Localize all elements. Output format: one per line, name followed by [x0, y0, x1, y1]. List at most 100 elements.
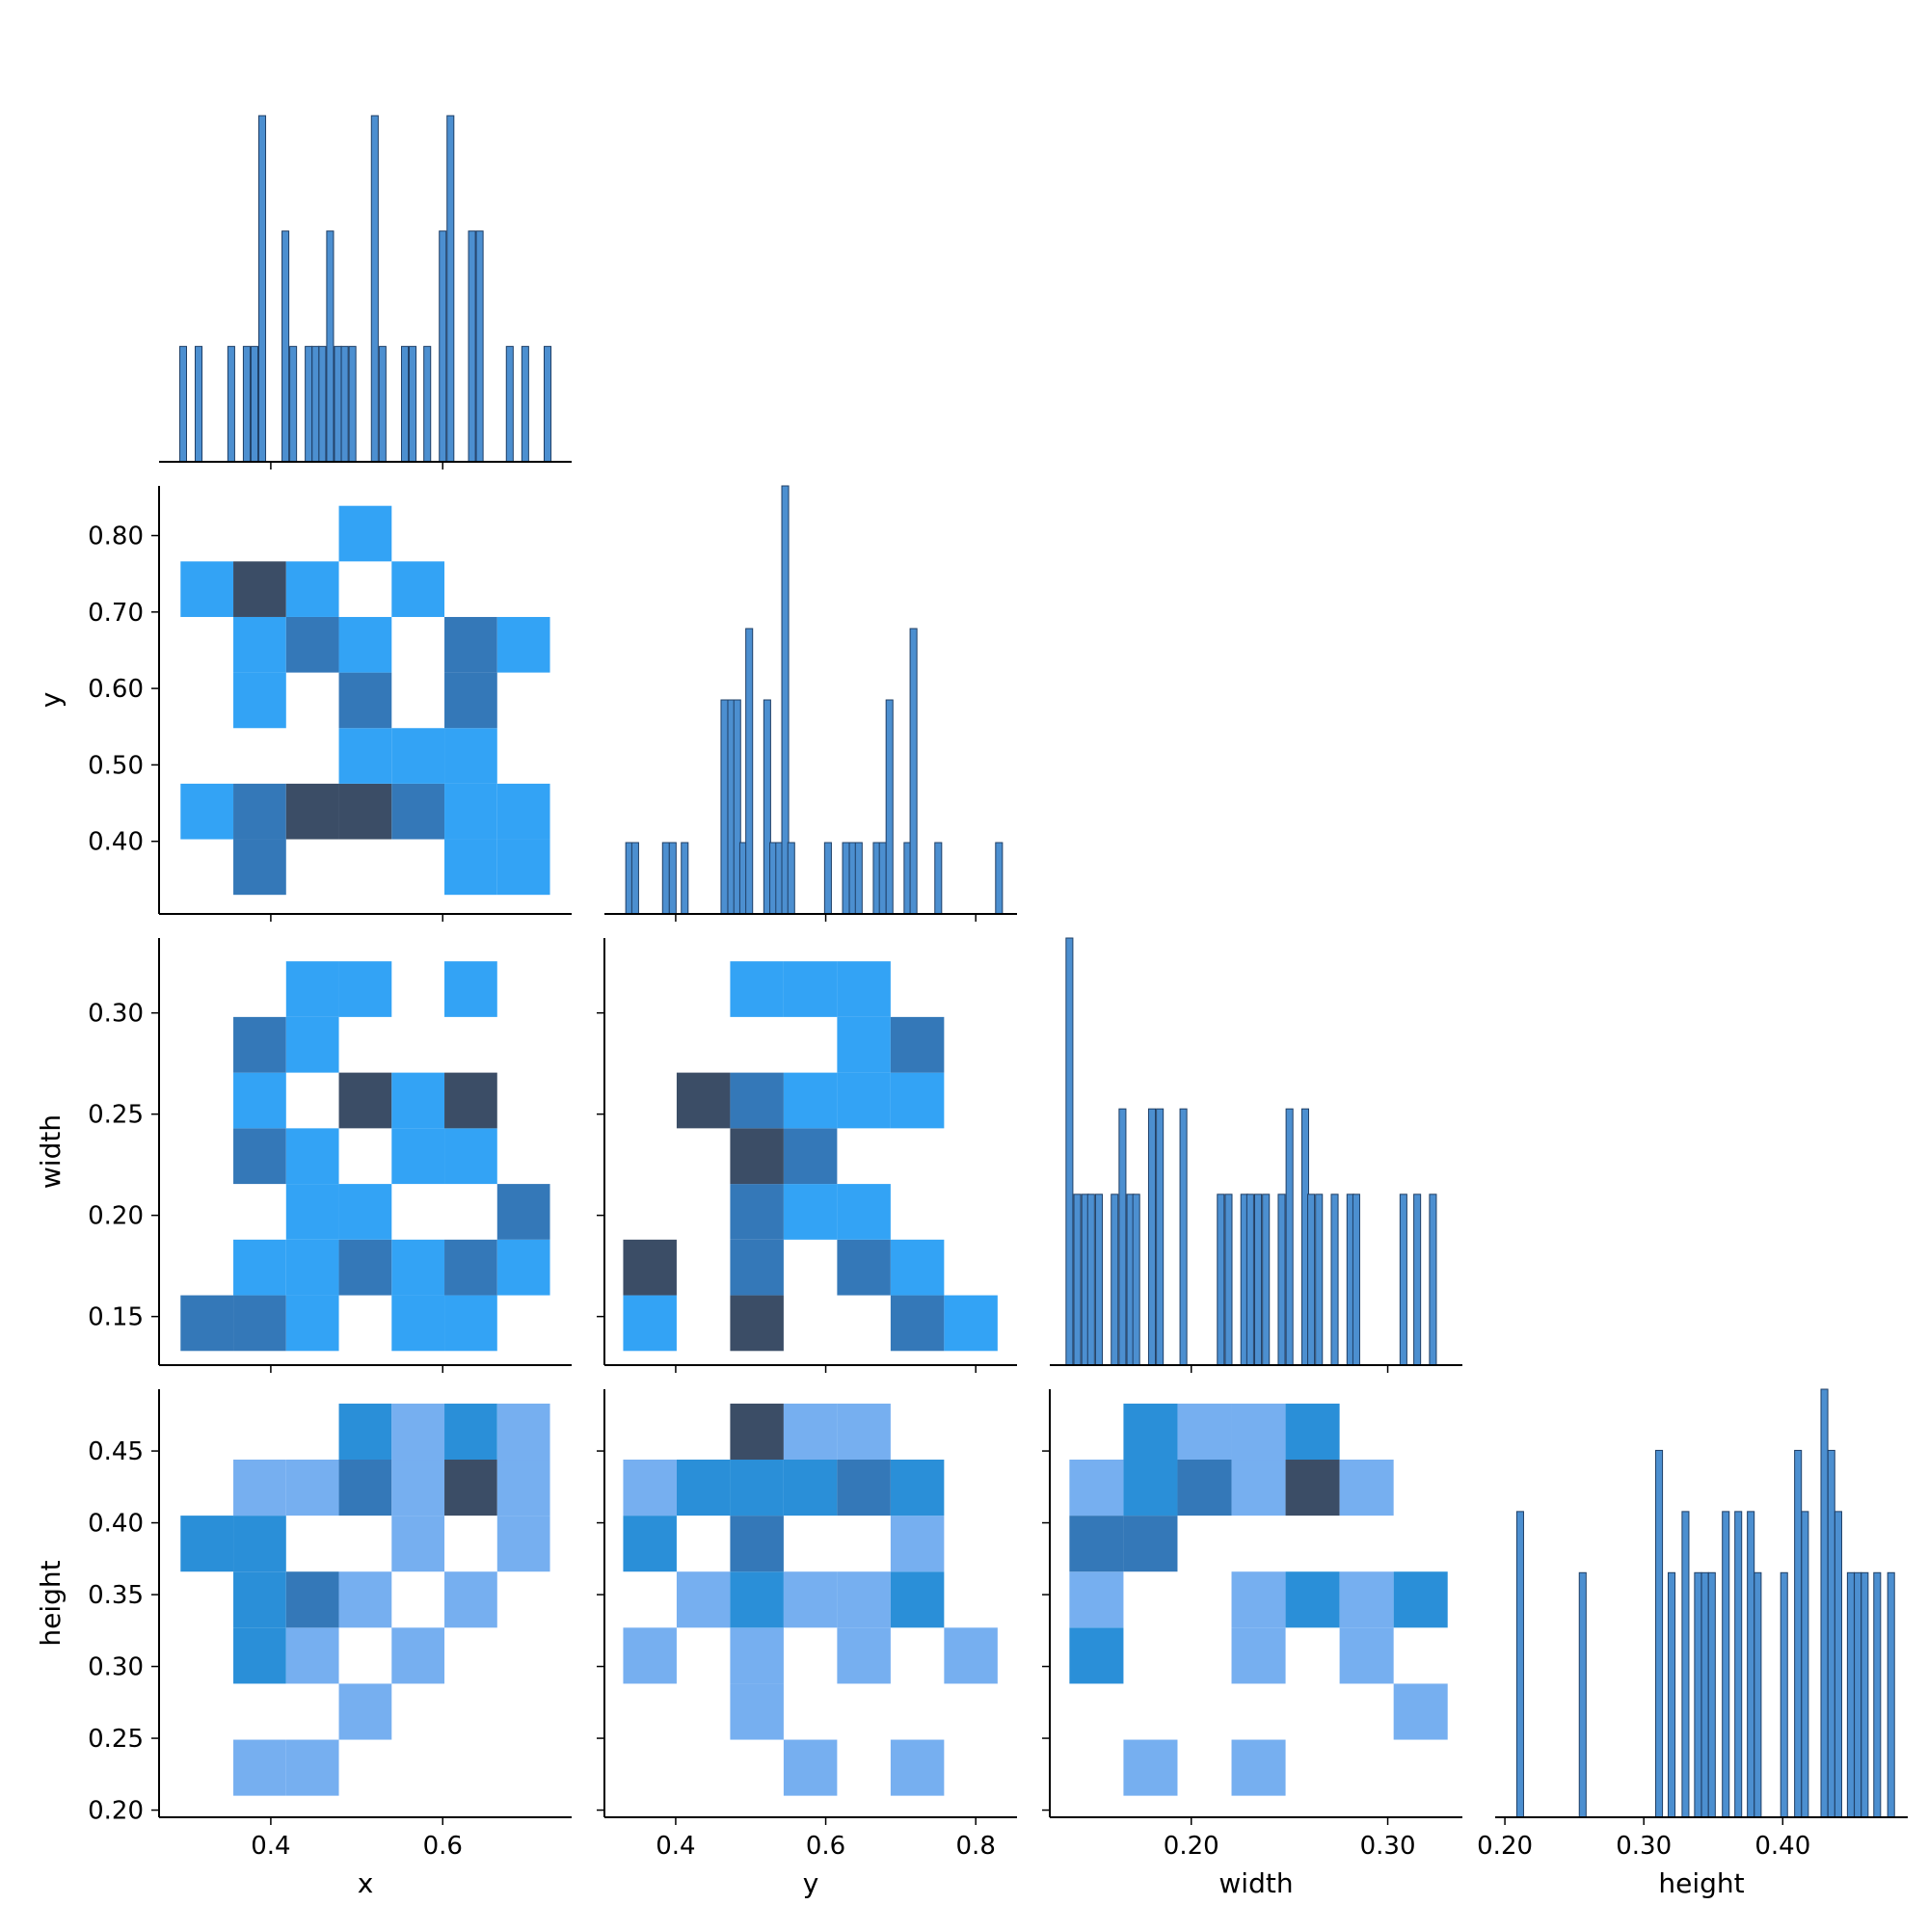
heatmap-cell-y-height	[944, 1627, 998, 1684]
hist-bar-width	[1156, 1108, 1165, 1366]
hist-bar-width	[1330, 1194, 1339, 1366]
hist-bar-height	[1667, 1571, 1676, 1818]
heatmap-cell-x-width	[285, 1239, 339, 1296]
y-tick-label: 0.45	[88, 1437, 144, 1466]
heatmap-cell-x-y	[338, 672, 392, 729]
hist-bar-y	[885, 699, 894, 915]
heatmap-cell-x-height	[338, 1683, 392, 1740]
heatmap-cell-width-height	[1231, 1627, 1286, 1684]
y-tick-label: 0.50	[88, 751, 144, 780]
hist-bar-x	[409, 345, 417, 463]
heatmap-cell-x-height	[338, 1571, 392, 1628]
y-tick-label: 0.35	[88, 1581, 144, 1610]
heatmap-cell-x-y	[496, 839, 550, 896]
heatmap-cell-x-height	[444, 1460, 497, 1516]
hist-bar-height	[1846, 1571, 1855, 1818]
hist-bar-y	[878, 842, 887, 915]
heatmap-cell-width-height	[1231, 1739, 1286, 1796]
heatmap-cell-x-y	[338, 505, 392, 562]
heatmap-cell-x-y	[391, 561, 445, 617]
hist-bar-width	[1262, 1194, 1271, 1366]
heatmap-cell-x-height	[233, 1460, 286, 1516]
hist-bar-height	[1834, 1511, 1842, 1818]
heatmap-cell-x-y	[285, 616, 339, 673]
heatmap-cell-y-width	[890, 1239, 945, 1296]
y-axis-label-y: y	[35, 692, 67, 709]
heatmap-cell-x-width	[444, 961, 497, 1017]
hist-bar-x	[348, 345, 357, 463]
heatmap-cell-x-height	[496, 1403, 550, 1461]
hist-bar-width	[1413, 1194, 1422, 1366]
heatmap-cell-y-width	[890, 1072, 945, 1129]
heatmap-cell-y-height	[783, 1571, 838, 1628]
hist-bar-y	[661, 842, 670, 915]
heatmap-cell-x-height	[391, 1516, 445, 1572]
heatmap-cell-x-width	[180, 1295, 234, 1352]
heatmap-cell-x-height	[285, 1739, 339, 1796]
x-tick-label: 0.4	[656, 1832, 695, 1861]
y-axis-label-width: width	[35, 1114, 67, 1189]
hist-bar-x	[194, 345, 203, 463]
hist-bar-y	[745, 628, 754, 915]
hist-bar-y	[842, 842, 850, 915]
heatmap-cell-x-y	[496, 783, 550, 840]
hist-bar-x	[370, 115, 379, 463]
heatmap-cell-x-width	[391, 1295, 445, 1352]
heatmap-cell-x-width	[233, 1128, 286, 1185]
heatmap-cell-x-width	[496, 1184, 550, 1240]
heatmap-cell-y-width	[730, 1239, 784, 1296]
hist-bar-width	[1111, 1194, 1119, 1366]
heatmap-cell-width-height	[1231, 1460, 1286, 1516]
hist-bar-x	[289, 345, 298, 463]
heatmap-cell-x-width	[338, 1072, 392, 1129]
hist-bar-height	[1694, 1571, 1702, 1818]
y-tick-label: 0.30	[88, 1653, 144, 1682]
heatmap-cell-x-width	[444, 1072, 497, 1129]
heatmap-cell-width-height	[1285, 1571, 1340, 1628]
hist-bar-x	[326, 230, 335, 463]
heatmap-cell-x-width	[496, 1239, 550, 1296]
x-tick-label: 0.6	[423, 1832, 463, 1861]
x-axis-label-width: width	[1218, 1867, 1293, 1899]
hist-bar-width	[1179, 1108, 1188, 1366]
heatmap-cell-x-height	[285, 1627, 339, 1684]
y-tick-label: 0.15	[88, 1303, 144, 1332]
heatmap-cell-x-height	[444, 1403, 497, 1461]
heatmap-cell-y-height	[623, 1627, 677, 1684]
heatmap-cell-x-y	[338, 728, 392, 784]
heatmap-cell-y-width	[783, 1072, 838, 1129]
heatmap-cell-x-width	[233, 1239, 286, 1296]
hist-bar-y	[668, 842, 677, 915]
heatmap-cell-y-height	[676, 1460, 731, 1516]
heatmap-cell-x-y	[285, 561, 339, 617]
hist-bar-x	[446, 115, 455, 463]
hist-bar-x	[318, 345, 327, 463]
hist-bar-height	[1655, 1449, 1664, 1818]
heatmap-cell-x-width	[444, 1239, 497, 1296]
hist-bar-y	[681, 842, 689, 915]
heatmap-cell-width-height	[1177, 1460, 1232, 1516]
heatmap-cell-width-height	[1339, 1460, 1394, 1516]
heatmap-cell-width-height	[1393, 1683, 1448, 1740]
hist-bar-height	[1747, 1511, 1755, 1818]
heatmap-cell-y-width	[783, 1184, 838, 1240]
hist-bar-x	[468, 230, 476, 463]
hist-bar-height	[1734, 1511, 1743, 1818]
heatmap-cell-x-height	[233, 1739, 286, 1796]
hist-bar-height	[1722, 1511, 1730, 1818]
hist-bar-height	[1854, 1571, 1862, 1818]
hist-bar-x	[400, 345, 410, 463]
hist-bar-height	[1827, 1449, 1835, 1818]
heatmap-cell-y-width	[944, 1295, 998, 1352]
heatmap-cell-x-height	[233, 1627, 286, 1684]
hist-bar-width	[1307, 1194, 1316, 1366]
heatmap-cell-x-y	[233, 561, 286, 617]
hist-bar-x	[505, 345, 514, 463]
heatmap-cell-x-y	[180, 561, 234, 617]
heatmap-cell-x-y	[444, 616, 497, 673]
hist-bar-width	[1254, 1194, 1263, 1366]
heatmap-cell-y-width	[730, 961, 784, 1017]
heatmap-cell-y-height	[623, 1516, 677, 1572]
